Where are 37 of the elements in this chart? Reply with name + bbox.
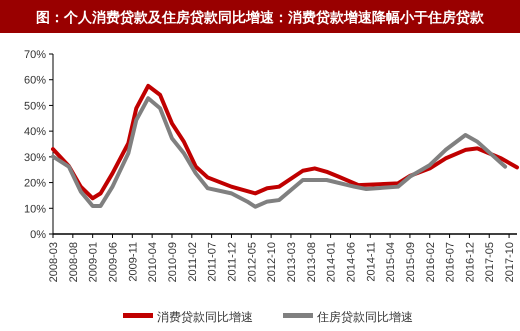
- y-tick-label: 30%: [24, 152, 46, 164]
- chart-title: 图：个人消费贷款及住房贷款同比增速：消费贷款增速降幅小于住房贷款: [36, 9, 485, 25]
- y-tick-label: 60%: [24, 74, 46, 87]
- y-tick-label: 20%: [24, 178, 46, 190]
- y-tick-label: 50%: [24, 100, 46, 112]
- x-tick-label: 2009-11: [127, 242, 140, 282]
- x-tick-label: 2017-10: [504, 242, 516, 282]
- x-tick-label: 2016-07: [444, 242, 457, 282]
- x-tick-label: 2010-09: [166, 242, 179, 282]
- y-tick-label: 40%: [24, 126, 46, 138]
- x-tick-label: 2009-01: [88, 242, 100, 282]
- legend-label: 消费贷款同比增速: [157, 310, 253, 324]
- line-series: [51, 96, 508, 209]
- x-tick-label: 2011-02: [186, 242, 199, 282]
- x-tick-label: 2008-08: [68, 242, 80, 282]
- x-tick-label: 2016-12: [464, 242, 476, 282]
- x-tick-label: 2010-04: [147, 242, 160, 282]
- x-tick-label: 2012-10: [266, 242, 278, 282]
- x-tick-label: 2015-09: [404, 242, 417, 282]
- x-tick-label: 2014-11: [365, 242, 378, 282]
- x-tick-label: 2016-02: [424, 242, 437, 282]
- x-tick-label: 2015-04: [385, 242, 398, 282]
- x-tick-label: 2011-12: [226, 242, 238, 282]
- y-tick-label: 10%: [24, 203, 46, 216]
- x-tick-label: 2014-06: [345, 242, 358, 282]
- y-tick-label: 70%: [24, 49, 46, 61]
- x-tick-label: 2017-05: [484, 242, 496, 282]
- x-tick-label: 2014-01: [326, 242, 338, 282]
- x-tick-label: 2013-08: [306, 242, 318, 282]
- legend-label: 住房贷款同比增速: [316, 310, 413, 324]
- x-tick-label: 2009-06: [107, 242, 120, 282]
- line-series: [51, 84, 519, 200]
- x-tick-label: 2011-07: [206, 242, 219, 282]
- x-tick-label: 2013-03: [286, 242, 298, 282]
- x-tick-label: 2008-03: [48, 242, 60, 282]
- y-tick-label: 0%: [30, 229, 46, 241]
- x-tick-label: 2012-05: [246, 242, 258, 282]
